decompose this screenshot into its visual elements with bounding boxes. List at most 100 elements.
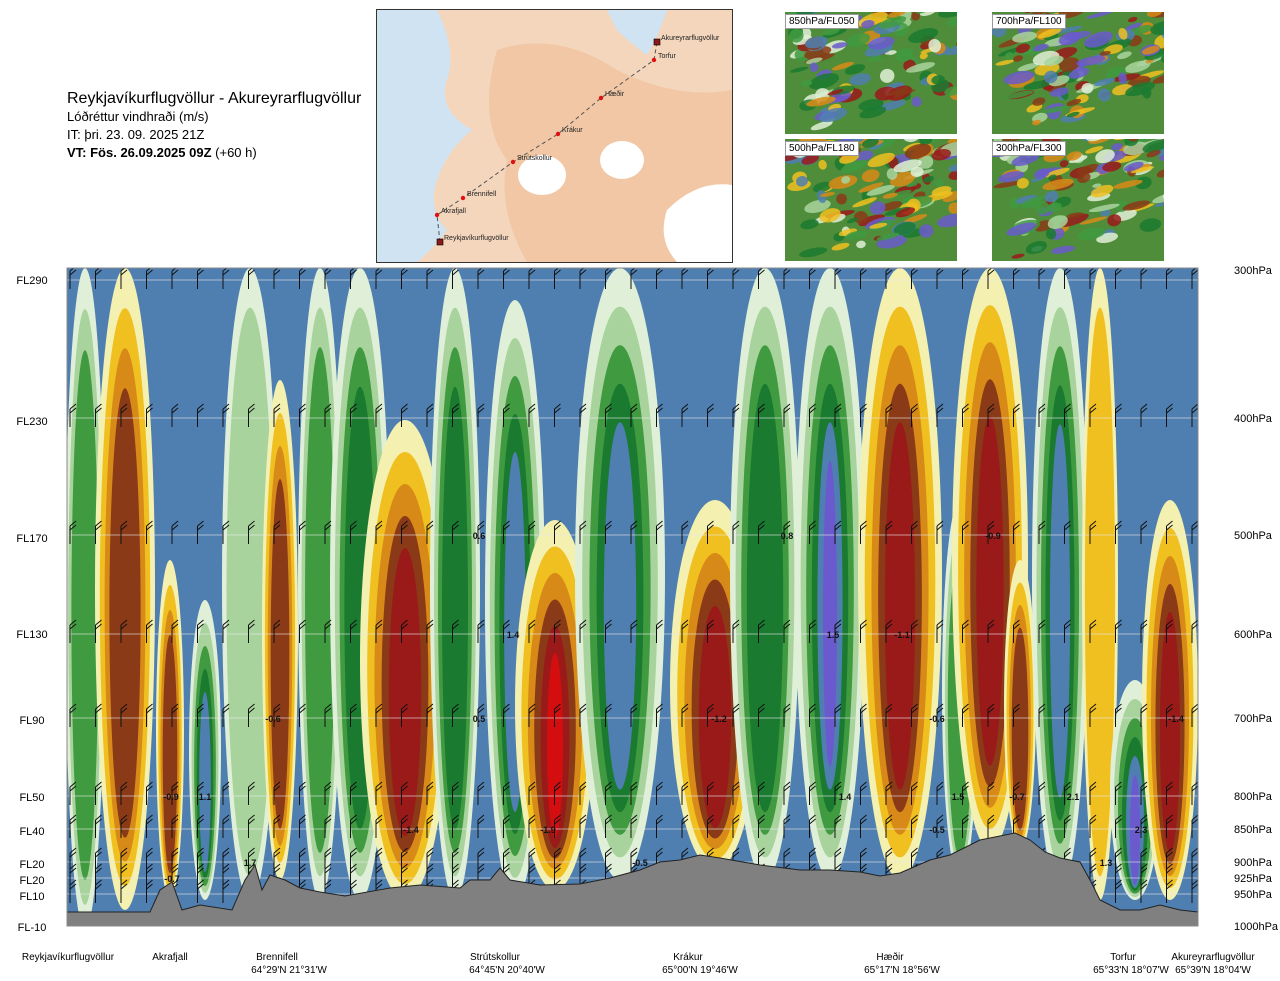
wind-barb bbox=[605, 520, 612, 544]
value-annotation: 0.5 bbox=[473, 714, 486, 724]
thumb-field-blob bbox=[908, 28, 939, 43]
thumb-field-blob bbox=[1015, 195, 1038, 204]
wind-barb bbox=[809, 619, 816, 643]
wind-barb bbox=[197, 814, 204, 838]
waypoint-name: Torfur bbox=[1110, 952, 1136, 963]
thumb-field-blob bbox=[1059, 160, 1069, 168]
thumb-field-blob bbox=[806, 96, 836, 107]
thumb-field-blob bbox=[911, 12, 920, 21]
wind-barb bbox=[1064, 814, 1071, 838]
wind-barb bbox=[299, 520, 306, 544]
wind-barb bbox=[528, 814, 536, 838]
wind-barb bbox=[401, 847, 408, 871]
wind-barb bbox=[783, 781, 791, 805]
wind-barb bbox=[146, 847, 153, 871]
wind-barb bbox=[95, 619, 102, 643]
wind-barb bbox=[528, 781, 536, 805]
wind-barb bbox=[1038, 781, 1046, 805]
valid-time-lead: (+60 h) bbox=[215, 145, 257, 160]
thumb-700[interactable]: 700hPa/FL100 bbox=[992, 12, 1164, 134]
wind-barb bbox=[350, 619, 357, 643]
cross-section-chart: 0.6 0.8 -0.9 1.4 1.5 -1.1 -0.6 0.5 -1.2 -0.6 -1.4 -… bbox=[16, 265, 1279, 976]
wind-barb bbox=[732, 703, 740, 727]
wind-barb bbox=[605, 847, 612, 871]
thumb-field-blob bbox=[823, 27, 840, 36]
wind-barb bbox=[1166, 520, 1173, 544]
thumb-field-blob bbox=[918, 155, 934, 169]
wind-barb bbox=[401, 814, 408, 838]
wind-barb bbox=[1064, 520, 1071, 544]
value-annotation: 1.5 bbox=[952, 792, 965, 802]
thumb-field-blob bbox=[1152, 73, 1164, 84]
wind-barb bbox=[299, 863, 306, 887]
wind-barb bbox=[554, 863, 561, 887]
wind-barb bbox=[936, 814, 944, 838]
wind-barb bbox=[1191, 403, 1198, 427]
value-annotation: 0.6 bbox=[473, 531, 486, 541]
thumb-field-blob bbox=[1154, 33, 1164, 49]
thumb-field-blob bbox=[866, 54, 891, 62]
thumb-500[interactable]: 500hPa/FL180 bbox=[785, 139, 957, 261]
field-contour bbox=[270, 479, 290, 829]
thumb-field-blob bbox=[887, 12, 906, 18]
field-contour bbox=[547, 652, 563, 838]
fl-tick-label: FL130 bbox=[16, 629, 47, 641]
wind-barb bbox=[146, 520, 153, 544]
wind-barb bbox=[732, 520, 740, 544]
thumb-field-blob bbox=[876, 232, 900, 241]
thumb-field-blob bbox=[827, 89, 844, 96]
thumb-field-blob bbox=[855, 150, 874, 162]
wind-barb bbox=[452, 403, 459, 427]
thumb-field-blob bbox=[931, 186, 952, 197]
wind-barb bbox=[95, 520, 102, 544]
wind-barb bbox=[758, 619, 765, 643]
wind-barb bbox=[477, 703, 485, 727]
thumb-field-blob bbox=[1154, 197, 1164, 207]
wind-barb bbox=[987, 814, 995, 838]
glacier-hofsjokull bbox=[600, 141, 644, 179]
thumb-field-blob bbox=[1088, 203, 1120, 213]
wind-barb bbox=[885, 403, 893, 427]
wind-barb bbox=[1140, 847, 1148, 871]
value-annotation: 1.1 bbox=[199, 792, 212, 802]
hpa-tick-label: 300hPa bbox=[1234, 265, 1273, 277]
thumb-850[interactable]: 850hPa/FL050 bbox=[785, 12, 957, 134]
thumb-field-blob bbox=[882, 192, 898, 199]
wind-barb bbox=[860, 520, 867, 544]
wind-barb bbox=[579, 403, 587, 427]
waypoint-name: Brennifell bbox=[256, 952, 298, 963]
wind-barb bbox=[171, 814, 179, 838]
value-annotation: -0.5 bbox=[929, 825, 945, 835]
thumb-field-blob bbox=[931, 149, 952, 161]
thumb-field-blob bbox=[1090, 184, 1114, 198]
thumb-field-blob bbox=[893, 221, 916, 236]
thumb-field-blob bbox=[1015, 43, 1031, 54]
thumb-field-blob bbox=[1059, 213, 1089, 227]
field-contour bbox=[1159, 612, 1181, 852]
thumb-field-blob bbox=[849, 73, 871, 86]
thumb-field-blob bbox=[906, 62, 936, 73]
thumb-field-blob bbox=[937, 213, 957, 228]
thumb-field-blob bbox=[808, 73, 840, 90]
wind-barb bbox=[401, 403, 408, 427]
wind-barb bbox=[987, 403, 995, 427]
wind-barb bbox=[69, 619, 77, 643]
thumb-field-blob bbox=[1142, 139, 1164, 153]
wind-barb bbox=[1115, 619, 1122, 643]
route-point-marker bbox=[510, 159, 516, 165]
field-contour bbox=[976, 416, 1004, 766]
wind-barb bbox=[1089, 403, 1097, 427]
wind-barb bbox=[860, 403, 867, 427]
issue-time: IT: þri. 23. 09. 2025 21Z bbox=[67, 127, 205, 142]
wind-barb bbox=[1115, 863, 1122, 887]
thumb-300[interactable]: 300hPa/FL300 bbox=[992, 139, 1164, 261]
thumb-field-blob bbox=[1005, 90, 1034, 99]
thumb-field-blob bbox=[810, 120, 833, 131]
thumb-field-blob bbox=[998, 47, 1021, 57]
wind-barb bbox=[375, 403, 383, 427]
route-point-label: Akrafjall bbox=[441, 208, 466, 215]
wind-barb bbox=[1038, 619, 1046, 643]
wind-barb bbox=[1038, 703, 1046, 727]
wind-barb bbox=[324, 847, 332, 871]
wind-barb bbox=[273, 619, 281, 643]
